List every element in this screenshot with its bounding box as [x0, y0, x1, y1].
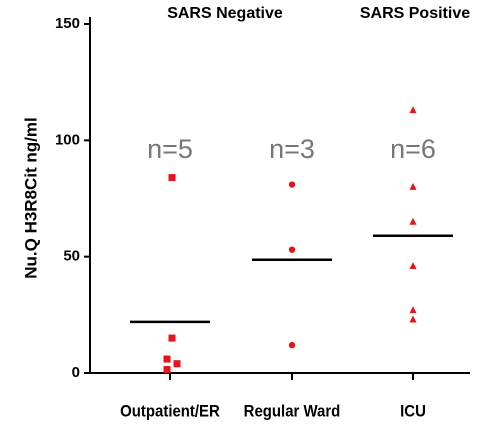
point: [163, 366, 171, 374]
point: [288, 246, 296, 253]
x-tick-label: Regular Ward: [244, 403, 341, 421]
header: SARS Negative: [167, 5, 283, 22]
annotation: n=6: [390, 134, 436, 164]
point: [409, 306, 417, 314]
point: [173, 360, 181, 368]
point: [168, 174, 176, 182]
point: [409, 217, 417, 225]
annotation: n=5: [147, 134, 193, 164]
point: [409, 106, 417, 114]
y-axis-label: Nu.Q H3R8Cit ng/ml: [21, 117, 40, 279]
point: [288, 181, 296, 188]
header: SARS Positive: [360, 5, 470, 22]
y-tick-label: 50: [63, 248, 80, 265]
x-tick-label: ICU: [400, 403, 426, 421]
point: [409, 261, 417, 269]
y-tick-label: 0: [72, 364, 80, 381]
point: [163, 355, 171, 363]
y-tick-label: 150: [55, 15, 80, 32]
point: [288, 341, 296, 349]
x-tick-label: Outpatient/ER: [120, 403, 220, 421]
point: [409, 315, 417, 323]
point: [168, 334, 176, 342]
annotation: n=3: [269, 134, 315, 164]
point: [409, 182, 417, 190]
y-tick-label: 100: [55, 131, 80, 148]
